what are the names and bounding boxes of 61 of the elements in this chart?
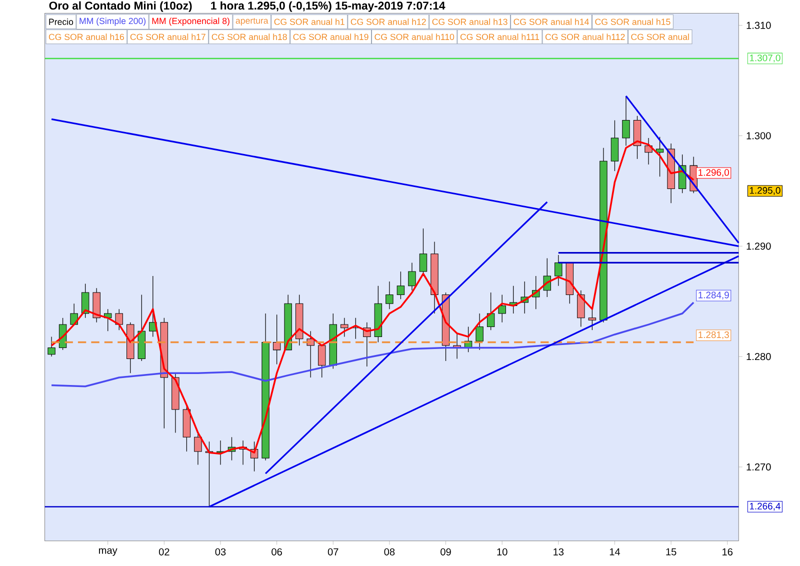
text: MM (Exponencial 8) xyxy=(152,17,230,26)
annotation: CG SOR anual h18 xyxy=(212,33,287,40)
x-tick-label: 03 xyxy=(215,548,226,556)
y-tick-label: 1.310 xyxy=(746,22,771,29)
x-tick-label: 09 xyxy=(440,548,451,556)
data-label: 1.296,0 xyxy=(698,168,729,177)
annotation: CG SOR anual h110 xyxy=(374,33,454,40)
x-tick-label: 14 xyxy=(610,548,620,556)
candlestick xyxy=(476,312,484,350)
text: Precio xyxy=(49,18,74,25)
candlestick xyxy=(272,314,281,364)
annotation: CG SOR anual xyxy=(631,33,689,40)
x-tick-label: 02 xyxy=(158,548,170,556)
candlestick xyxy=(48,336,56,357)
x-tick-label: 07 xyxy=(328,548,338,556)
annotation: CG SOR anual h1 xyxy=(274,18,344,25)
candlestick xyxy=(486,292,495,330)
text: MM (Simple 200) xyxy=(80,17,146,26)
annotation: CG SOR anual h19 xyxy=(293,33,368,40)
annotation: CG SOR anual h14 xyxy=(514,18,589,25)
ref-line-label: 1.307,0 xyxy=(750,54,780,62)
annotation: CG SOR anual h112 xyxy=(545,33,625,40)
x-tick-label: 13 xyxy=(554,548,564,556)
candlestick xyxy=(622,95,630,146)
x-tick-label: 16 xyxy=(722,548,733,556)
text: 1.295,0 xyxy=(750,186,780,195)
data-label: 1.284,9 xyxy=(698,291,729,300)
candlestick xyxy=(419,228,428,276)
candlestick xyxy=(588,308,596,330)
ref-line-label: 1.266,4 xyxy=(750,502,780,510)
candlestick xyxy=(81,283,90,318)
candlestick xyxy=(194,432,202,465)
x-tick-label: 08 xyxy=(384,548,395,556)
annotation: CG SOR anual h13 xyxy=(432,18,508,25)
candlestick xyxy=(610,120,619,172)
annotation: CG SOR anual h17 xyxy=(130,33,206,40)
x-tick-label: may xyxy=(99,548,118,556)
candlestick xyxy=(656,136,664,177)
candlestick xyxy=(408,262,416,290)
chart-title: Oro al Contado Mini (10oz) xyxy=(49,1,192,12)
candlestick xyxy=(577,290,585,327)
annotation: CG SOR anual h111 xyxy=(460,33,540,40)
data-label: 1.281,3 xyxy=(698,331,729,339)
annotation: CG SOR anual h15 xyxy=(595,18,670,25)
x-tick-label: 06 xyxy=(272,548,282,556)
candlestick xyxy=(396,271,405,300)
annotation: CG SOR anual h12 xyxy=(350,18,426,25)
chart-subtitle: 1 hora 1.295,0 (-0,15%) 15-may-2019 7:07:14 xyxy=(211,1,446,12)
candlestick xyxy=(554,254,562,286)
text: apertura xyxy=(236,18,268,26)
y-tick-label: 1.270 xyxy=(746,463,771,470)
candlestick xyxy=(386,280,394,310)
y-tick-label: 1.300 xyxy=(746,132,771,140)
y-tick-label: 1.290 xyxy=(746,242,771,250)
y-tick-label: 1.280 xyxy=(746,352,771,360)
candlestick xyxy=(318,345,326,378)
candlestick xyxy=(498,294,506,322)
annotation: CG SOR anual h16 xyxy=(48,33,124,40)
x-tick-label: 10 xyxy=(497,548,508,556)
candlestick xyxy=(340,317,348,337)
x-tick-label: 15 xyxy=(666,548,676,556)
